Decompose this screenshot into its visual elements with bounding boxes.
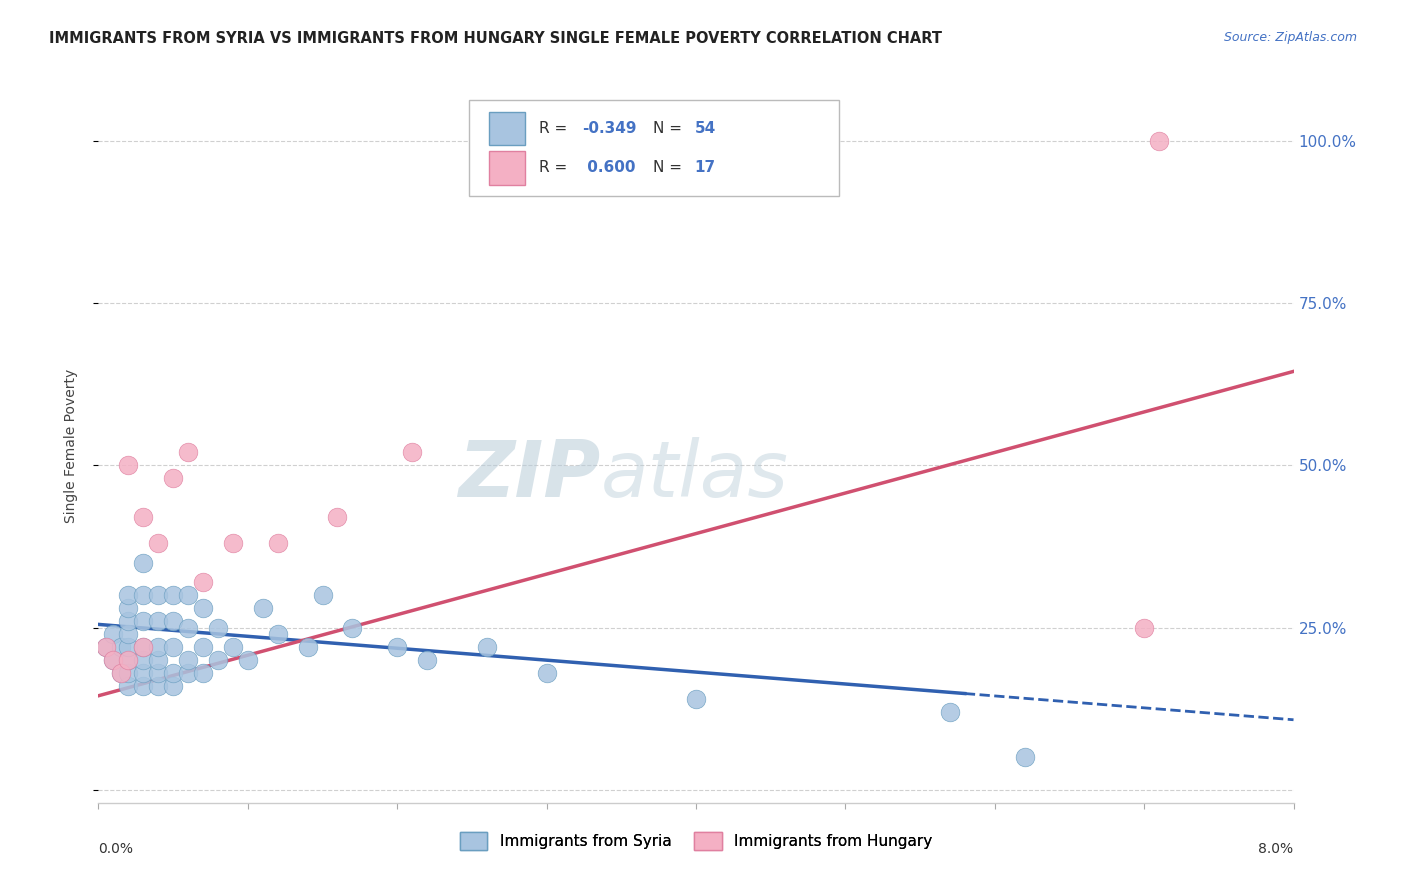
Point bbox=[536, 666, 558, 681]
Point bbox=[117, 666, 139, 681]
Point bbox=[191, 640, 214, 654]
Point bbox=[162, 666, 184, 681]
Point bbox=[132, 640, 155, 654]
Point bbox=[416, 653, 439, 667]
Text: 17: 17 bbox=[695, 161, 716, 175]
Text: atlas: atlas bbox=[600, 436, 789, 513]
Point bbox=[1014, 750, 1036, 764]
Point bbox=[117, 653, 139, 667]
Point bbox=[103, 653, 125, 667]
Point bbox=[939, 705, 962, 719]
Point bbox=[685, 692, 707, 706]
Point bbox=[148, 640, 170, 654]
Point bbox=[132, 614, 155, 628]
Point bbox=[191, 666, 214, 681]
Text: N =: N = bbox=[652, 161, 686, 175]
Point bbox=[326, 510, 349, 524]
Point bbox=[103, 653, 125, 667]
Point bbox=[342, 621, 364, 635]
Point bbox=[1133, 621, 1156, 635]
Point bbox=[117, 588, 139, 602]
Point bbox=[267, 627, 290, 641]
Point bbox=[162, 614, 184, 628]
Text: R =: R = bbox=[540, 161, 572, 175]
Text: -0.349: -0.349 bbox=[582, 121, 637, 136]
Point bbox=[177, 588, 200, 602]
Point bbox=[94, 640, 117, 654]
Point bbox=[222, 536, 245, 550]
Point bbox=[236, 653, 259, 667]
Point bbox=[110, 666, 132, 681]
Point bbox=[297, 640, 319, 654]
Text: 0.600: 0.600 bbox=[582, 161, 636, 175]
Point bbox=[191, 575, 214, 590]
Point bbox=[132, 640, 155, 654]
Point bbox=[132, 556, 155, 570]
Text: R =: R = bbox=[540, 121, 572, 136]
Point bbox=[162, 640, 184, 654]
Point bbox=[117, 679, 139, 693]
Point bbox=[117, 640, 139, 654]
Point bbox=[110, 666, 132, 681]
Point bbox=[117, 601, 139, 615]
Point bbox=[117, 653, 139, 667]
Legend: Immigrants from Syria, Immigrants from Hungary: Immigrants from Syria, Immigrants from H… bbox=[454, 826, 938, 855]
Point bbox=[148, 614, 170, 628]
Text: Source: ZipAtlas.com: Source: ZipAtlas.com bbox=[1223, 31, 1357, 45]
FancyBboxPatch shape bbox=[489, 112, 524, 145]
Point bbox=[162, 471, 184, 485]
Point bbox=[117, 614, 139, 628]
Point bbox=[191, 601, 214, 615]
Point bbox=[475, 640, 498, 654]
Text: N =: N = bbox=[652, 121, 686, 136]
Point bbox=[110, 640, 132, 654]
Point bbox=[132, 666, 155, 681]
Point bbox=[132, 510, 155, 524]
Point bbox=[162, 588, 184, 602]
Point bbox=[148, 679, 170, 693]
FancyBboxPatch shape bbox=[470, 100, 839, 196]
Point bbox=[267, 536, 290, 550]
FancyBboxPatch shape bbox=[489, 151, 524, 185]
Point bbox=[401, 445, 423, 459]
Text: 54: 54 bbox=[695, 121, 716, 136]
Text: 0.0%: 0.0% bbox=[98, 842, 134, 856]
Point bbox=[177, 621, 200, 635]
Y-axis label: Single Female Poverty: Single Female Poverty bbox=[63, 369, 77, 523]
Point bbox=[148, 588, 170, 602]
Point bbox=[311, 588, 333, 602]
Point bbox=[162, 679, 184, 693]
Point bbox=[177, 666, 200, 681]
Point bbox=[103, 627, 125, 641]
Point bbox=[132, 588, 155, 602]
Point bbox=[94, 640, 117, 654]
Point bbox=[117, 458, 139, 473]
Point bbox=[385, 640, 409, 654]
Text: IMMIGRANTS FROM SYRIA VS IMMIGRANTS FROM HUNGARY SINGLE FEMALE POVERTY CORRELATI: IMMIGRANTS FROM SYRIA VS IMMIGRANTS FROM… bbox=[49, 31, 942, 46]
Text: ZIP: ZIP bbox=[458, 436, 600, 513]
Point bbox=[132, 679, 155, 693]
Point bbox=[177, 445, 200, 459]
Point bbox=[252, 601, 274, 615]
Point bbox=[132, 653, 155, 667]
Point bbox=[148, 666, 170, 681]
Point bbox=[207, 653, 229, 667]
Text: 8.0%: 8.0% bbox=[1258, 842, 1294, 856]
Point bbox=[222, 640, 245, 654]
Point bbox=[1147, 134, 1170, 148]
Point bbox=[148, 536, 170, 550]
Point bbox=[117, 627, 139, 641]
Point bbox=[177, 653, 200, 667]
Point bbox=[207, 621, 229, 635]
Point bbox=[148, 653, 170, 667]
